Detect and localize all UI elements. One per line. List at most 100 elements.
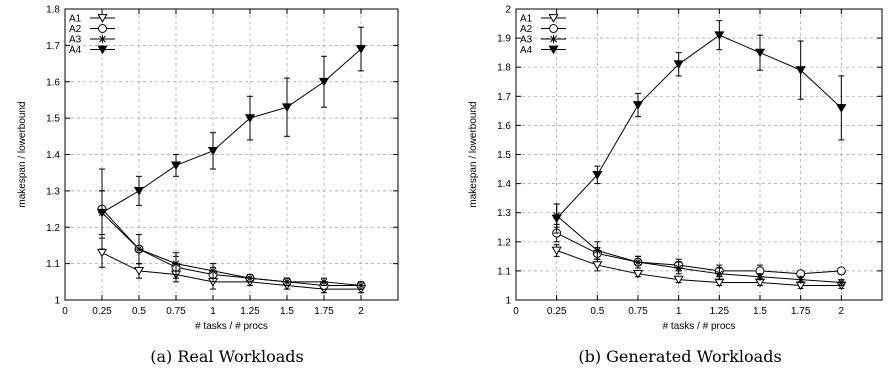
y-tick-label: 1.3 (46, 186, 60, 197)
x-tick-label: 1 (210, 306, 216, 317)
x-tick-label: 0 (513, 306, 519, 317)
series-line-A3 (101, 212, 362, 286)
x-tick-label: 0.75 (166, 306, 186, 317)
data-point (754, 48, 766, 58)
legend-label: A1 (69, 14, 82, 25)
legend-label: A2 (69, 24, 82, 35)
y-tick-label: 1.2 (497, 237, 511, 248)
data-point (837, 278, 846, 287)
legend-marker (549, 35, 558, 43)
y-tick-label: 1.1 (497, 266, 511, 277)
data-point (551, 214, 562, 224)
data-point (632, 269, 644, 279)
series-line-A1 (556, 250, 842, 286)
legend-marker (98, 35, 107, 43)
data-point (357, 281, 365, 290)
grid-lines (516, 9, 882, 300)
data-point (207, 147, 219, 156)
legend-label: A3 (69, 35, 82, 46)
x-axis-label: # tasks / # procs (195, 321, 268, 332)
series-line-A4 (101, 48, 362, 214)
y-tick-label: 1.2 (46, 223, 60, 234)
y-tick-label: 1.6 (46, 77, 60, 88)
series-A4 (96, 26, 367, 236)
x-tick-label: 2 (358, 306, 364, 317)
data-point (673, 60, 684, 70)
data-point (170, 161, 182, 171)
y-tick-label: 1.7 (46, 41, 60, 52)
series-line-A1 (101, 252, 361, 290)
data-point (836, 266, 846, 276)
y-tick-label: 1.9 (497, 34, 511, 45)
data-point (632, 101, 644, 110)
data-point (592, 261, 603, 270)
x-tick-label: 0.75 (628, 306, 648, 317)
data-point (96, 208, 108, 218)
x-tick-label: 2 (839, 306, 845, 317)
x-tick-label: 1.75 (314, 306, 334, 317)
data-point (318, 77, 330, 87)
data-point (836, 104, 847, 113)
legend-label: A2 (520, 24, 533, 35)
x-tick-label: 0.25 (92, 306, 112, 317)
legend-marker (548, 45, 559, 55)
x-tick-label: 1 (676, 306, 682, 317)
data-point (756, 272, 764, 281)
legend-marker (549, 24, 558, 33)
x-tick-label: 0.5 (590, 306, 604, 317)
y-tick-label: 1.8 (46, 5, 60, 16)
y-tick-label: 1.8 (497, 63, 511, 74)
data-point (320, 277, 328, 286)
data-point (592, 171, 603, 180)
data-point (246, 274, 254, 283)
data-point (796, 275, 805, 284)
grid-lines (65, 9, 398, 300)
data-point (551, 246, 562, 256)
data-point (96, 248, 108, 258)
x-tick-label: 0 (62, 306, 68, 317)
data-point (634, 258, 642, 267)
series-line-A3 (556, 215, 842, 284)
x-tick-label: 1.25 (240, 306, 260, 317)
chart-panel-2: 0 0.25 0.5 0.75 1 1.25 1.5 1.75 2 1 1.1 1.2 1.3 1.4 1.… (468, 5, 883, 366)
figure-caption: (b) Generated Workloads (578, 347, 781, 366)
y-tick-label: 1.1 (46, 259, 60, 270)
data-point (714, 31, 725, 40)
data-point (593, 246, 602, 255)
y-axis-label: makespan / lowerbound (468, 101, 479, 207)
legend-marker (548, 14, 559, 23)
x-tick-label: 0.5 (132, 306, 146, 317)
data-point (674, 263, 683, 272)
legend-marker (97, 14, 108, 23)
series-line-A2 (556, 232, 842, 275)
data-point (244, 114, 256, 123)
data-point (133, 187, 145, 196)
series-line-A4 (556, 34, 842, 219)
x-tick-label: 1.75 (791, 306, 811, 317)
series-A4 (551, 20, 847, 234)
chart-panel-1: 0 0.25 0.5 0.75 1 1.25 1.5 1.75 2 1 1.1 1.2 1.3 1.4 1.… (17, 5, 399, 366)
y-tick-label: 1.6 (497, 121, 511, 132)
data-point (281, 103, 293, 112)
data-point (133, 267, 145, 276)
y-tick-label: 1.4 (497, 179, 511, 190)
x-tick-label: 1.5 (280, 306, 294, 317)
legend-marker (98, 24, 107, 33)
y-tick-label: 2 (505, 5, 511, 16)
x-axis-label: # tasks / # procs (663, 321, 736, 332)
y-axis-label: makespan / lowerbound (17, 101, 28, 207)
legend-label: A4 (520, 45, 533, 56)
x-tick-label: 1.25 (710, 306, 730, 317)
x-tick-label: 1.5 (753, 306, 767, 317)
y-tick-label: 1.4 (46, 150, 60, 161)
x-tick-label: 0.25 (547, 306, 567, 317)
y-tick-label: 1.3 (497, 208, 511, 219)
figure-caption: (a) Real Workloads (150, 347, 303, 366)
data-point (209, 266, 217, 275)
data-point (172, 259, 180, 268)
y-tick-label: 1 (505, 296, 511, 307)
legend-label: A1 (520, 14, 533, 25)
